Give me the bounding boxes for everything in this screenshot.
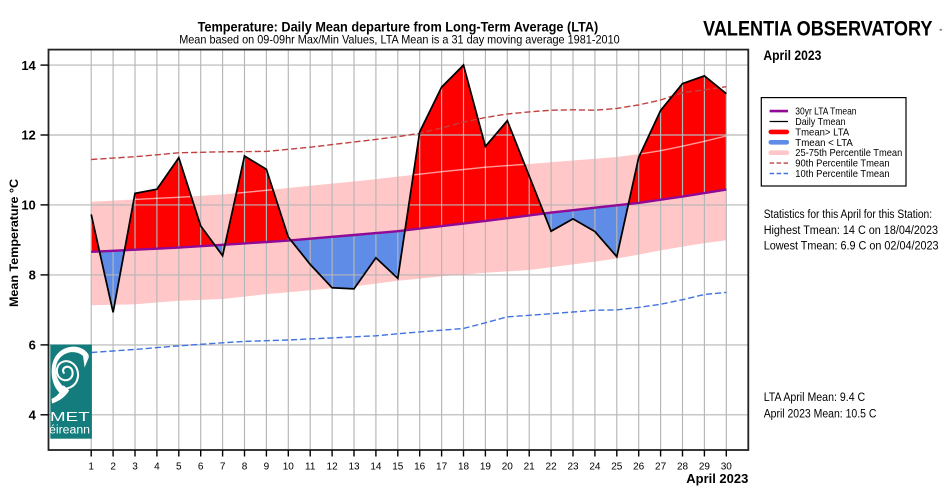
svg-text:6: 6 (29, 338, 36, 353)
svg-text:Mean Temperature °C: Mean Temperature °C (7, 179, 21, 307)
svg-text:1: 1 (88, 462, 94, 473)
svg-text:25-75th Percentile Tmean: 25-75th Percentile Tmean (795, 147, 902, 159)
svg-text:Highest Tmean: 14 C on 18/04/2: Highest Tmean: 14 C on 18/04/2023 (764, 223, 938, 237)
svg-text:8: 8 (29, 268, 36, 283)
svg-text:Tmean < LTA: Tmean < LTA (795, 137, 853, 149)
svg-text:12: 12 (21, 128, 35, 143)
svg-text:April 2023: April 2023 (763, 48, 821, 63)
svg-text:26: 26 (633, 462, 645, 473)
svg-text:2: 2 (110, 462, 116, 473)
svg-text:27: 27 (655, 462, 667, 473)
svg-text:11: 11 (305, 462, 316, 473)
svg-text:17: 17 (436, 462, 448, 473)
svg-text:Temperature: Daily Mean depart: Temperature: Daily Mean departure from L… (198, 20, 599, 35)
svg-text:12: 12 (327, 462, 339, 473)
svg-text:14: 14 (370, 462, 382, 473)
svg-text:4: 4 (154, 462, 160, 473)
svg-text:21: 21 (524, 462, 536, 473)
svg-text:Lowest Tmean: 6.9 C on 02/04/2: Lowest Tmean: 6.9 C on 02/04/2023 (764, 239, 939, 253)
svg-text:4: 4 (29, 408, 37, 423)
svg-text:Statistics for this April for: Statistics for this April for this Stati… (764, 207, 932, 221)
svg-text:20: 20 (502, 462, 514, 473)
svg-text:LTA April Mean: 9.4 C: LTA April Mean: 9.4 C (764, 390, 866, 404)
svg-text:9: 9 (264, 462, 270, 473)
svg-text:13: 13 (348, 462, 360, 473)
svg-text:VALENTIA OBSERVATORY: VALENTIA OBSERVATORY (703, 17, 932, 41)
svg-text:24: 24 (589, 462, 601, 473)
svg-text:Mean based on 09-09hr Max/Min: Mean based on 09-09hr Max/Min Values, LT… (179, 33, 620, 47)
svg-text:14: 14 (21, 58, 36, 73)
svg-text:28: 28 (677, 462, 689, 473)
svg-text:3: 3 (132, 462, 138, 473)
svg-text:15: 15 (392, 462, 404, 473)
svg-text:8: 8 (242, 462, 248, 473)
svg-text:10: 10 (21, 198, 35, 213)
svg-text:7: 7 (220, 462, 226, 473)
svg-text:19: 19 (480, 462, 492, 473)
svg-text:16: 16 (414, 462, 426, 473)
svg-text:30yr LTA Tmean: 30yr LTA Tmean (795, 106, 856, 118)
svg-text:25: 25 (611, 462, 623, 473)
svg-text:6: 6 (198, 462, 204, 473)
svg-text:April 2023 Mean: 10.5 C: April 2023 Mean: 10.5 C (764, 407, 877, 421)
svg-text:22: 22 (546, 462, 558, 473)
svg-text:30: 30 (721, 462, 733, 473)
svg-text:éireann: éireann (49, 425, 90, 437)
svg-text:10th Percentile Tmean: 10th Percentile Tmean (795, 168, 889, 180)
svg-text:29: 29 (699, 462, 711, 473)
svg-text:Tmean> LTA: Tmean> LTA (795, 126, 849, 138)
svg-text:Daily Tmean: Daily Tmean (795, 116, 845, 128)
svg-text:April 2023: April 2023 (686, 471, 748, 486)
svg-text:5: 5 (176, 462, 182, 473)
svg-text:18: 18 (458, 462, 470, 473)
svg-text:23: 23 (567, 462, 579, 473)
svg-text:90th Percentile Tmean: 90th Percentile Tmean (795, 158, 889, 170)
svg-text:MET: MET (50, 410, 90, 424)
svg-text:10: 10 (283, 462, 295, 473)
